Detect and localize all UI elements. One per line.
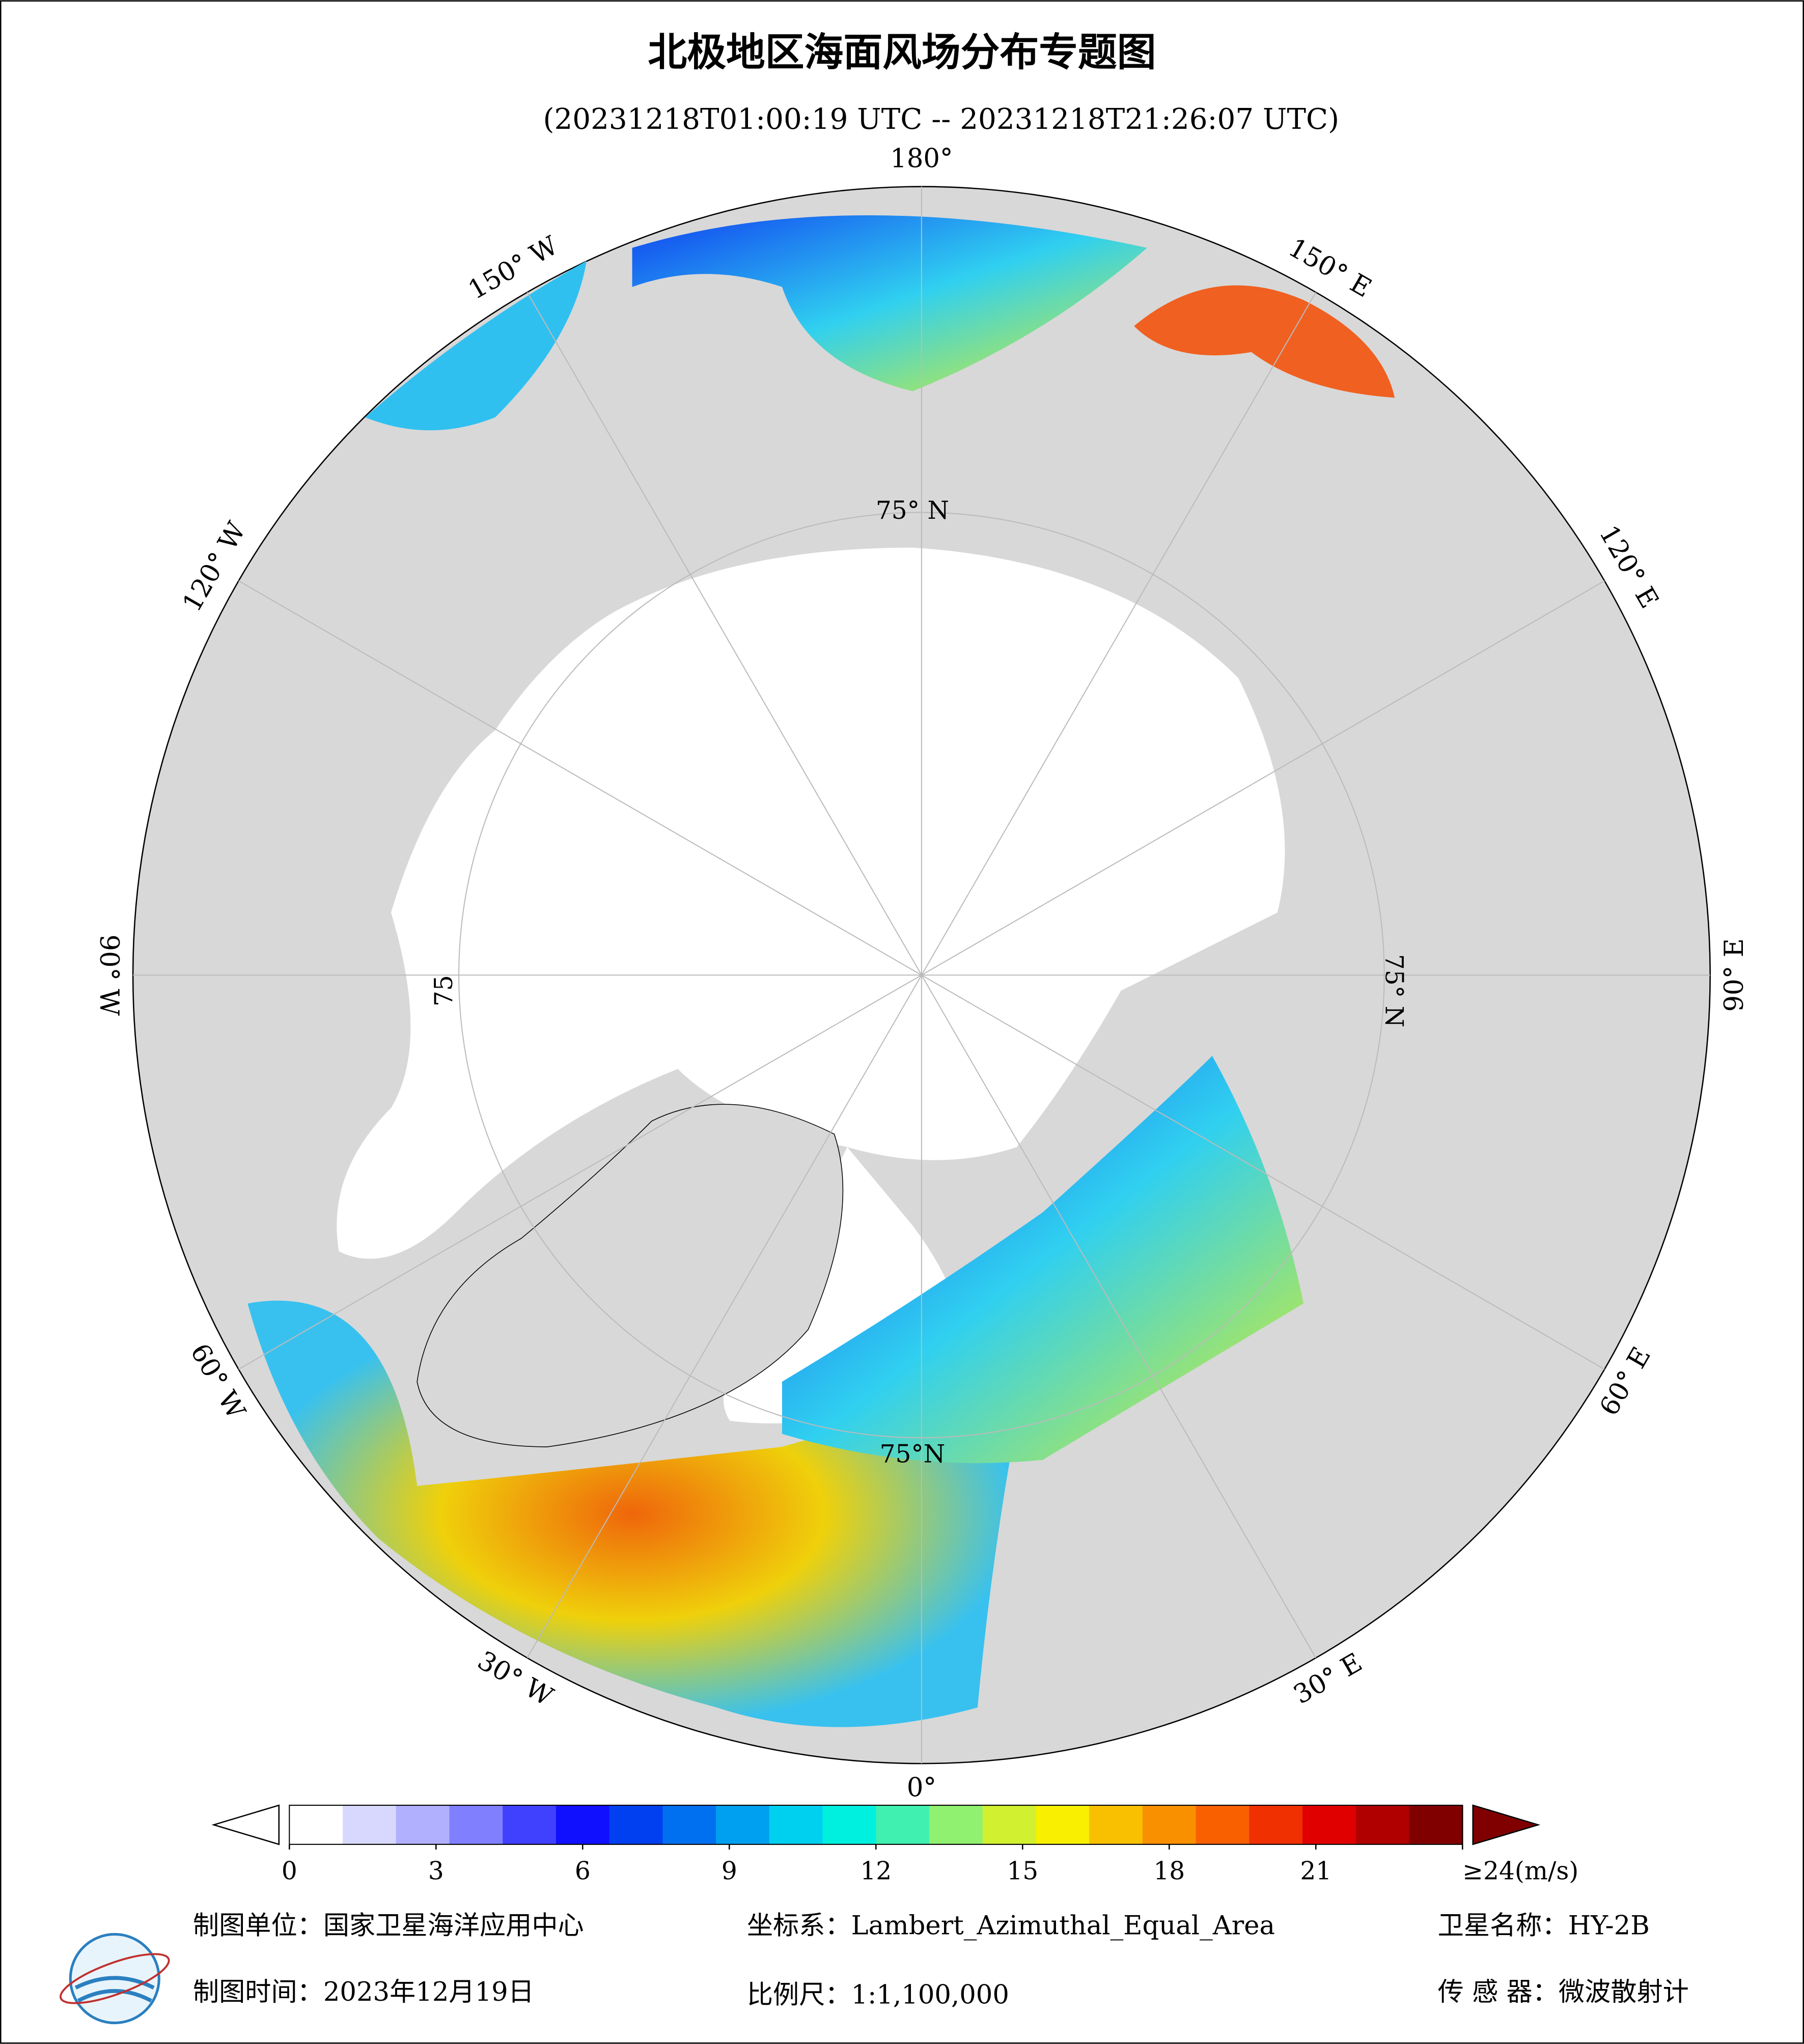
colorbar-tick-label: 9 [721,1857,737,1886]
title: 北极地区海面风场分布专题图 [648,30,1156,75]
latitude-label: 75° N [1380,954,1408,1027]
longitude-label: 0° [907,1772,936,1803]
colorbar-segment [1302,1805,1357,1844]
colorbar-segment [876,1805,930,1844]
footer-sensor: 传 感 器：微波散射计 [1438,1977,1689,2007]
subtitle: (20231218T01:00:19 UTC -- 20231218T21:26… [543,103,1340,136]
meridian [921,580,1605,976]
wind-field-bering [632,215,1147,391]
colorbar-tick-label: ≥24(m/s) [1462,1857,1578,1886]
footer-date: 制图时间：2023年12月19日 [193,1977,534,2007]
footer-coord: 坐标系：Lambert_Azimuthal_Equal_Area [747,1911,1275,1941]
wind-field-barents [782,1056,1303,1464]
colorbar-tick-label: 18 [1153,1857,1185,1886]
colorbar-over [1472,1804,1541,1845]
wind-field-alaska [365,261,587,431]
footer-unit: 制图单位：国家卫星海洋应用中心 [193,1911,584,1941]
colorbar-segment [1089,1805,1144,1844]
colorbar-tick-label: 3 [428,1857,444,1886]
colorbar-tick-label: 15 [1007,1857,1038,1886]
ocean-ice [337,547,1285,1423]
colorbar-segment [1355,1805,1410,1844]
colorbar-tick-label: 12 [860,1857,892,1886]
footer-satellite: 卫星名称：HY-2B [1438,1911,1650,1941]
colorbar-segment [929,1805,984,1844]
colorbar-segment [716,1805,770,1844]
colorbar-segment [343,1805,397,1844]
longitude-label: 180° [890,143,953,174]
colorbar-segment [769,1805,823,1844]
colorbar-segment [662,1805,717,1844]
meridian [238,580,922,976]
wind-field-okhotsk [1134,285,1395,398]
colorbar-tick-label: 21 [1300,1857,1331,1886]
latitude-label: 75° N [876,496,949,525]
longitude-label: 90° W [94,935,124,1016]
colorbar-segment [1142,1805,1197,1844]
colorbar-segment [1036,1805,1090,1844]
colorbar-segment [1196,1805,1250,1844]
colorbar-segment [822,1805,877,1844]
wind-field-atlantic [247,1300,1017,1727]
map [132,186,1711,1765]
latitude-label: 75 [430,975,458,1006]
colorbar-segment [1249,1805,1303,1844]
latitude-label: 75°N [880,1440,946,1468]
colorbar-segment [503,1805,557,1844]
greenland [417,1104,844,1447]
colorbar-under [211,1804,280,1845]
meridian [526,974,922,1659]
colorbar-segment [289,1805,344,1844]
colorbar-segment [982,1805,1037,1844]
colorbar-segment [449,1805,504,1844]
meridian [921,292,1317,975]
logo [59,1933,170,2025]
meridian [526,292,922,975]
colorbar-segment [556,1805,610,1844]
colorbar-segment [396,1805,450,1844]
longitude-label: 90° E [1719,938,1750,1012]
colorbar-segment [609,1805,663,1844]
meridian [921,974,1317,1659]
colorbar-tick-label: 6 [575,1857,591,1886]
colorbar-segment [1409,1805,1463,1844]
meridian [238,974,922,1370]
meridian [921,974,1605,1370]
footer-scale: 比例尺：1:1,100,000 [747,1979,1009,2010]
colorbar-tick-label: 0 [282,1857,297,1886]
